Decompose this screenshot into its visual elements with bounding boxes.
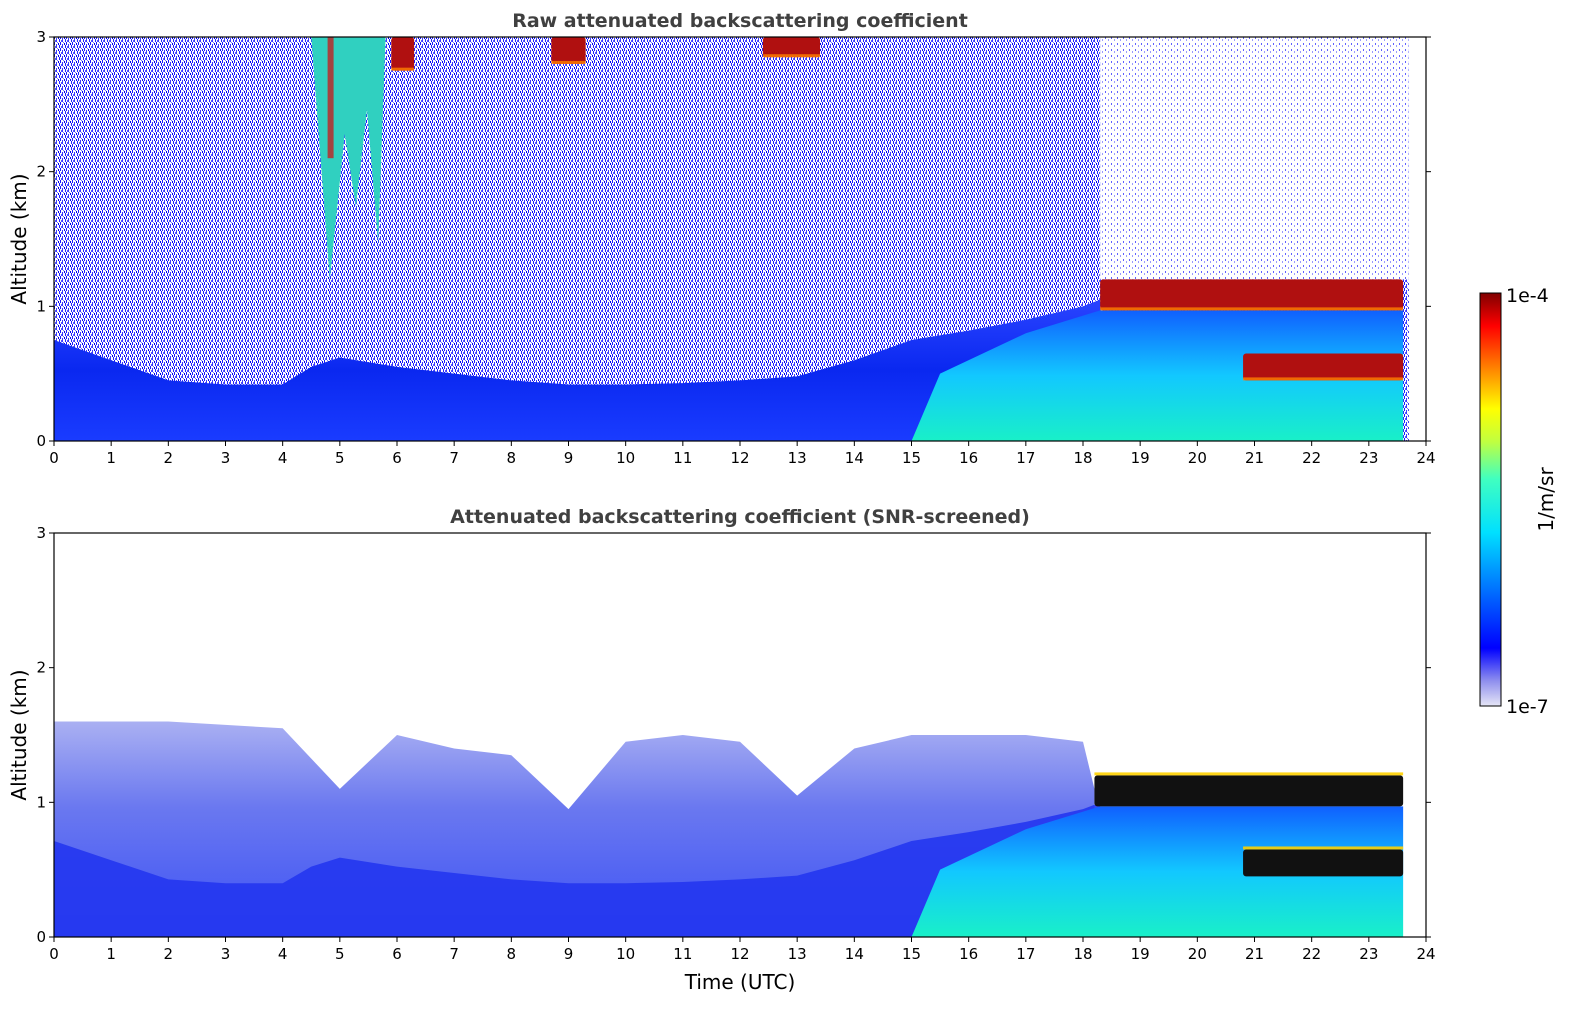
feature-1 (1243, 353, 1404, 381)
boundary-layer (54, 802, 1101, 937)
boundary-layer (54, 299, 1101, 441)
x-tick-label: 0 (49, 945, 59, 963)
x-tick-label: 22 (1302, 945, 1321, 963)
y-tick-label: 0 (36, 432, 46, 450)
x-tick-label: 16 (959, 945, 978, 963)
colorbar: 1e-4 1e-7 1/m/sr (1479, 285, 1558, 718)
x-tick-label: 14 (845, 945, 864, 963)
x-tick-label: 24 (1416, 449, 1435, 467)
panel-1: Raw attenuated backscattering coefficien… (7, 10, 1436, 467)
x-tick-label: 4 (278, 449, 288, 467)
x-tick-label: 19 (1131, 449, 1150, 467)
feature-0 (1100, 279, 1404, 311)
x-tick-label: 5 (335, 449, 345, 467)
heatmap-area (54, 533, 1426, 937)
x-tick-label: 23 (1359, 449, 1378, 467)
x-tick-label: 12 (730, 945, 749, 963)
x-tick-label: 9 (564, 945, 574, 963)
x-tick-label: 6 (392, 449, 402, 467)
x-tick-label: 7 (449, 449, 459, 467)
x-tick-label: 20 (1188, 449, 1207, 467)
x-tick-label: 21 (1245, 945, 1264, 963)
feature-4 (551, 37, 586, 64)
x-tick-label: 17 (1016, 449, 1035, 467)
y-axis-label: Altitude (km) (7, 173, 31, 304)
x-tick-label: 8 (507, 945, 517, 963)
chart-title: Attenuated backscattering coefficient (S… (450, 506, 1030, 528)
y-tick-label: 2 (36, 163, 46, 181)
colorbar-gradient (1479, 292, 1502, 707)
x-tick-label: 13 (788, 449, 807, 467)
y-tick-label: 3 (36, 28, 46, 46)
x-tick-label: 5 (335, 945, 345, 963)
y-tick-label: 1 (36, 793, 46, 811)
x-tick-label: 15 (902, 449, 921, 467)
x-tick-label: 15 (902, 945, 921, 963)
x-tick-label: 1 (106, 449, 116, 467)
x-tick-label: 2 (164, 945, 174, 963)
y-tick-label: 0 (36, 928, 46, 946)
x-tick-label: 24 (1416, 945, 1435, 963)
x-tick-label: 11 (673, 449, 692, 467)
x-tick-label: 12 (730, 449, 749, 467)
x-tick-label: 16 (959, 449, 978, 467)
feature-5 (762, 37, 821, 58)
x-tick-label: 19 (1131, 945, 1150, 963)
y-tick-label: 2 (36, 659, 46, 677)
x-tick-label: 10 (616, 945, 635, 963)
chart-title: Raw attenuated backscattering coefficien… (512, 10, 968, 32)
x-tick-label: 20 (1188, 945, 1207, 963)
x-tick-label: 17 (1016, 945, 1035, 963)
x-tick-label: 6 (392, 945, 402, 963)
x-tick-label: 21 (1245, 449, 1264, 467)
feature-3 (391, 37, 415, 71)
y-tick-label: 3 (36, 524, 46, 542)
x-tick-label: 3 (221, 945, 231, 963)
x-tick-label: 18 (1073, 945, 1092, 963)
x-tick-label: 23 (1359, 945, 1378, 963)
x-axis-label: Time (UTC) (684, 970, 796, 994)
x-tick-label: 14 (845, 449, 864, 467)
x-tick-label: 1 (106, 945, 116, 963)
aerosol-layer (911, 806, 1404, 937)
no-data-region (1408, 37, 1426, 441)
no-data-region (1408, 533, 1426, 937)
heatmap-area (54, 37, 1426, 441)
panel-2: Attenuated backscattering coefficient (S… (7, 506, 1436, 994)
x-tick-label: 3 (221, 449, 231, 467)
x-tick-label: 2 (164, 449, 174, 467)
colorbar-max-label: 1e-4 (1506, 285, 1549, 307)
x-tick-label: 9 (564, 449, 574, 467)
x-tick-label: 4 (278, 945, 288, 963)
x-tick-label: 7 (449, 945, 459, 963)
x-tick-label: 10 (616, 449, 635, 467)
feature-0 (1094, 775, 1404, 807)
feature-1 (1243, 849, 1404, 877)
low-noise-region (1100, 37, 1409, 280)
x-tick-label: 11 (673, 945, 692, 963)
x-tick-label: 22 (1302, 449, 1321, 467)
x-tick-label: 13 (788, 945, 807, 963)
x-tick-label: 0 (49, 449, 59, 467)
x-tick-label: 8 (507, 449, 517, 467)
colorbar-label: 1/m/sr (1534, 467, 1558, 532)
x-tick-label: 18 (1073, 449, 1092, 467)
y-tick-label: 1 (36, 297, 46, 315)
aerosol-layer (911, 310, 1404, 441)
colorbar-min-label: 1e-7 (1506, 696, 1549, 718)
y-axis-label: Altitude (km) (7, 669, 31, 800)
